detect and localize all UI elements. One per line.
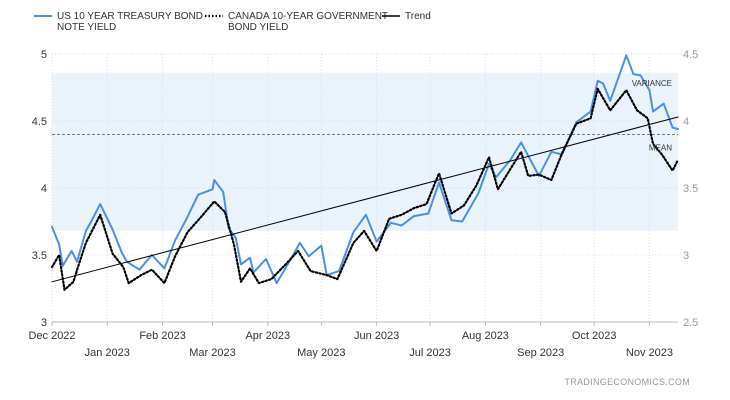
left-axis-tick-label: 4.5	[32, 116, 47, 128]
x-axis-tick-label: May 2023	[297, 347, 345, 359]
gridlines	[51, 53, 678, 326]
x-axis-tick-label: Nov 2023	[626, 347, 673, 359]
legend-label-line: BOND YIELD	[228, 22, 288, 33]
mean-label: MEAN	[649, 143, 672, 152]
right-axis-tick-label: 4	[683, 116, 689, 128]
left-axis-tick-label: 3	[41, 317, 47, 329]
variance-label: VARIANCE	[632, 79, 672, 88]
x-axis-tick-label: Oct 2023	[572, 330, 617, 342]
x-axis-tick-label: Dec 2022	[28, 330, 75, 342]
legend-label-1: CANADA 10-YEAR GOVERNMENT BOND YIELD	[228, 11, 388, 33]
x-axis-tick-label: Sep 2023	[517, 347, 564, 359]
x-axis-ticks: Dec 2022 Jan 2023 Feb 2023 Mar 2023 Apr 2023…	[28, 330, 673, 359]
left-axis-tick-label: 4	[41, 183, 47, 195]
right-axis-tick-label: 3	[683, 250, 689, 262]
legend: US 10 YEAR TREASURY BOND NOTE YIELD CANADA…	[34, 11, 431, 33]
x-axis-tick-label: Jun 2023	[354, 330, 399, 342]
x-axis-tick-label: Mar 2023	[189, 347, 235, 359]
x-axis-tick-label: Jul 2023	[409, 347, 451, 359]
left-axis-tick-label: 5	[41, 49, 47, 61]
right-axis-ticks: 2.5 3 3.5 4 4.5	[683, 49, 698, 329]
left-axis-ticks: 3 3.5 4 4.5 5	[32, 49, 47, 329]
series-lines	[50, 54, 680, 291]
right-axis-tick-label: 2.5	[683, 317, 698, 329]
variance-band-layer	[52, 72, 678, 231]
annotations: VARIANCE MEAN	[52, 79, 678, 152]
x-axis-tick-label: Feb 2023	[139, 330, 185, 342]
legend-label-line: NOTE YIELD	[57, 22, 116, 33]
legend-label-line: Trend	[405, 11, 431, 22]
right-axis-tick-label: 4.5	[683, 49, 698, 61]
source-credit: TRADINGECONOMICS.COM	[564, 377, 690, 387]
legend-label-line: CANADA 10-YEAR GOVERNMENT	[228, 11, 388, 22]
legend-label-0: US 10 YEAR TREASURY BOND NOTE YIELD	[57, 11, 203, 33]
legend-label-line: US 10 YEAR TREASURY BOND	[57, 11, 203, 22]
legend-label-2: Trend	[405, 11, 431, 22]
x-axis-tick-label: Apr 2023	[245, 330, 290, 342]
series-line-2	[51, 116, 679, 283]
x-axis-tick-label: Aug 2023	[462, 330, 509, 342]
x-axis-tick-label: Jan 2023	[85, 347, 130, 359]
left-axis-tick-label: 3.5	[32, 250, 47, 262]
right-axis-tick-label: 3.5	[683, 183, 698, 195]
series-line-1	[50, 87, 680, 291]
variance-band	[52, 72, 678, 231]
series-line-0	[51, 54, 679, 285]
